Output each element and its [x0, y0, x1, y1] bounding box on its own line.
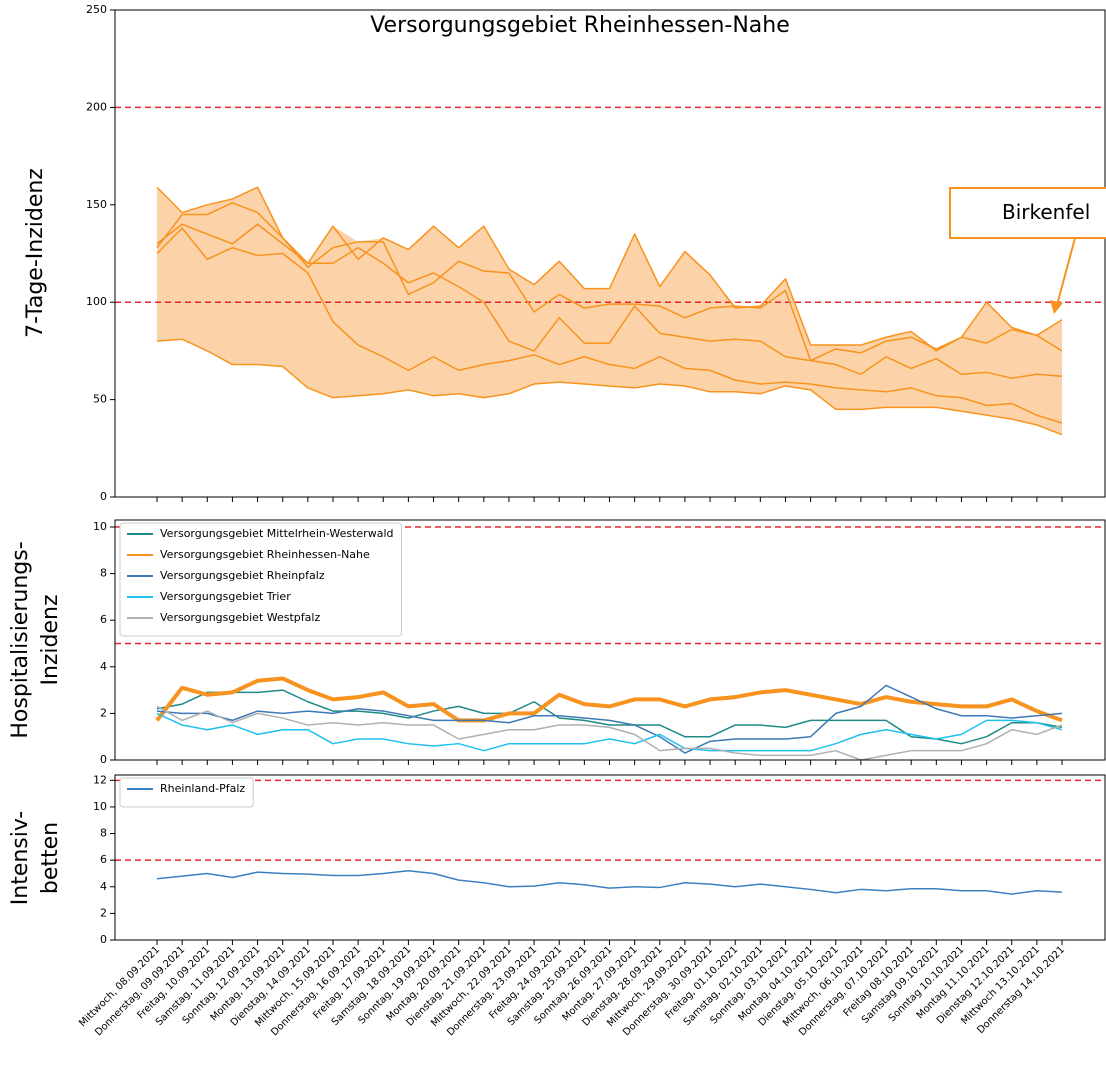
y-tick-label: 150	[86, 198, 107, 211]
annotation-label: Birkenfel	[1002, 200, 1090, 224]
legend: Rheinland-Pfalz	[119, 777, 254, 808]
y-tick-label: 8	[100, 567, 107, 580]
series-line	[156, 223, 1063, 379]
y-tick-label: 50	[93, 393, 107, 406]
annotation-arrow	[1056, 237, 1076, 306]
legend-label: Versorgungsgebiet Mittelrhein-Westerwald	[160, 527, 393, 540]
y-tick-label: 250	[86, 3, 107, 16]
range-band	[157, 187, 1062, 435]
legend-label: Versorgungsgebiet Rheinpfalz	[160, 569, 325, 582]
y-tick-label: 10	[93, 520, 107, 533]
series-line	[155, 676, 1063, 723]
y-tick-label: 6	[100, 613, 107, 626]
y-axis-label: Intensiv-	[8, 811, 33, 905]
series-line	[156, 684, 1063, 754]
legend-box	[119, 522, 402, 637]
annotation-box	[949, 187, 1106, 239]
axes-frame	[114, 774, 1106, 941]
series-line	[156, 227, 1063, 424]
chart-title: Versorgungsgebiet Rheinhessen-Nahe	[370, 13, 790, 38]
legend-label: Rheinland-Pfalz	[160, 782, 245, 795]
y-tick-label: 0	[100, 933, 107, 946]
y-tick-label: 8	[100, 827, 107, 840]
y-tick-label: 0	[100, 490, 107, 503]
y-tick-label: 0	[100, 753, 107, 766]
y-tick-label: 4	[100, 880, 107, 893]
y-axis-label: Hospitalisierungs-	[8, 541, 33, 738]
legend-label: Versorgungsgebiet Rheinhessen-Nahe	[160, 548, 370, 561]
y-axis-label: Inzidenz	[38, 594, 63, 685]
y-tick-label: 12	[93, 773, 107, 786]
legend-box	[119, 777, 254, 808]
y-tick-label: 6	[100, 853, 107, 866]
series-line	[156, 338, 1063, 436]
series-line	[156, 705, 1063, 761]
series-line	[156, 870, 1063, 895]
y-tick-label: 2	[100, 706, 107, 719]
y-axis-label: 7-Tage-Inzidenz	[23, 168, 48, 338]
legend-label: Versorgungsgebiet Westpfalz	[160, 611, 320, 624]
legend-label: Versorgungsgebiet Trier	[160, 590, 291, 603]
legend: Versorgungsgebiet Mittelrhein-Westerwald…	[119, 522, 402, 637]
y-tick-label: 2	[100, 906, 107, 919]
axes-frame	[114, 519, 1106, 761]
y-tick-label: 200	[86, 100, 107, 113]
y-axis-label: betten	[38, 822, 63, 894]
annotation-arrowhead	[1050, 300, 1063, 314]
series-line	[156, 202, 1063, 362]
y-tick-label: 4	[100, 660, 107, 673]
axes-frame	[114, 9, 1106, 498]
y-tick-label: 10	[93, 800, 107, 813]
series-line	[156, 712, 1063, 752]
y-tick-label: 100	[86, 295, 107, 308]
series-line	[156, 689, 1063, 745]
